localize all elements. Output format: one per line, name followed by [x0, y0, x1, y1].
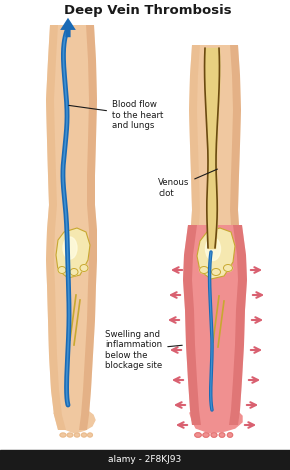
- Ellipse shape: [219, 433, 225, 437]
- PathPatch shape: [197, 228, 235, 279]
- Polygon shape: [54, 412, 95, 433]
- Ellipse shape: [81, 433, 86, 437]
- PathPatch shape: [189, 45, 241, 225]
- Ellipse shape: [227, 433, 233, 437]
- PathPatch shape: [207, 48, 217, 248]
- Ellipse shape: [63, 237, 77, 259]
- PathPatch shape: [183, 225, 201, 425]
- Bar: [0, 450, 290, 470]
- Text: Blood flow
to the heart
and lungs: Blood flow to the heart and lungs: [69, 100, 163, 130]
- PathPatch shape: [205, 48, 219, 248]
- Text: Swelling and
inflammation
below the
blockage site: Swelling and inflammation below the bloc…: [105, 330, 182, 370]
- Ellipse shape: [60, 433, 66, 437]
- Text: Venous
clot: Venous clot: [158, 169, 218, 198]
- Ellipse shape: [80, 265, 88, 272]
- Ellipse shape: [200, 266, 209, 274]
- PathPatch shape: [230, 45, 241, 225]
- Text: Deep Vein Thrombosis: Deep Vein Thrombosis: [64, 3, 232, 16]
- PathPatch shape: [183, 225, 247, 425]
- Ellipse shape: [206, 237, 220, 260]
- Text: Leg with DVT: Leg with DVT: [188, 450, 252, 460]
- Text: alamy - 2F8KJ93: alamy - 2F8KJ93: [108, 455, 182, 464]
- Ellipse shape: [195, 433, 201, 437]
- PathPatch shape: [46, 25, 97, 430]
- Ellipse shape: [70, 268, 78, 275]
- PathPatch shape: [46, 25, 66, 430]
- Polygon shape: [190, 412, 242, 433]
- Ellipse shape: [58, 266, 66, 274]
- Ellipse shape: [74, 433, 80, 437]
- Ellipse shape: [211, 268, 220, 275]
- Ellipse shape: [203, 433, 209, 437]
- Ellipse shape: [211, 433, 217, 437]
- PathPatch shape: [229, 225, 247, 425]
- PathPatch shape: [189, 45, 200, 225]
- PathPatch shape: [56, 228, 90, 278]
- Text: Normal leg: Normal leg: [48, 450, 102, 460]
- PathPatch shape: [79, 25, 97, 430]
- Ellipse shape: [88, 433, 93, 437]
- Ellipse shape: [224, 265, 233, 272]
- Ellipse shape: [67, 433, 73, 437]
